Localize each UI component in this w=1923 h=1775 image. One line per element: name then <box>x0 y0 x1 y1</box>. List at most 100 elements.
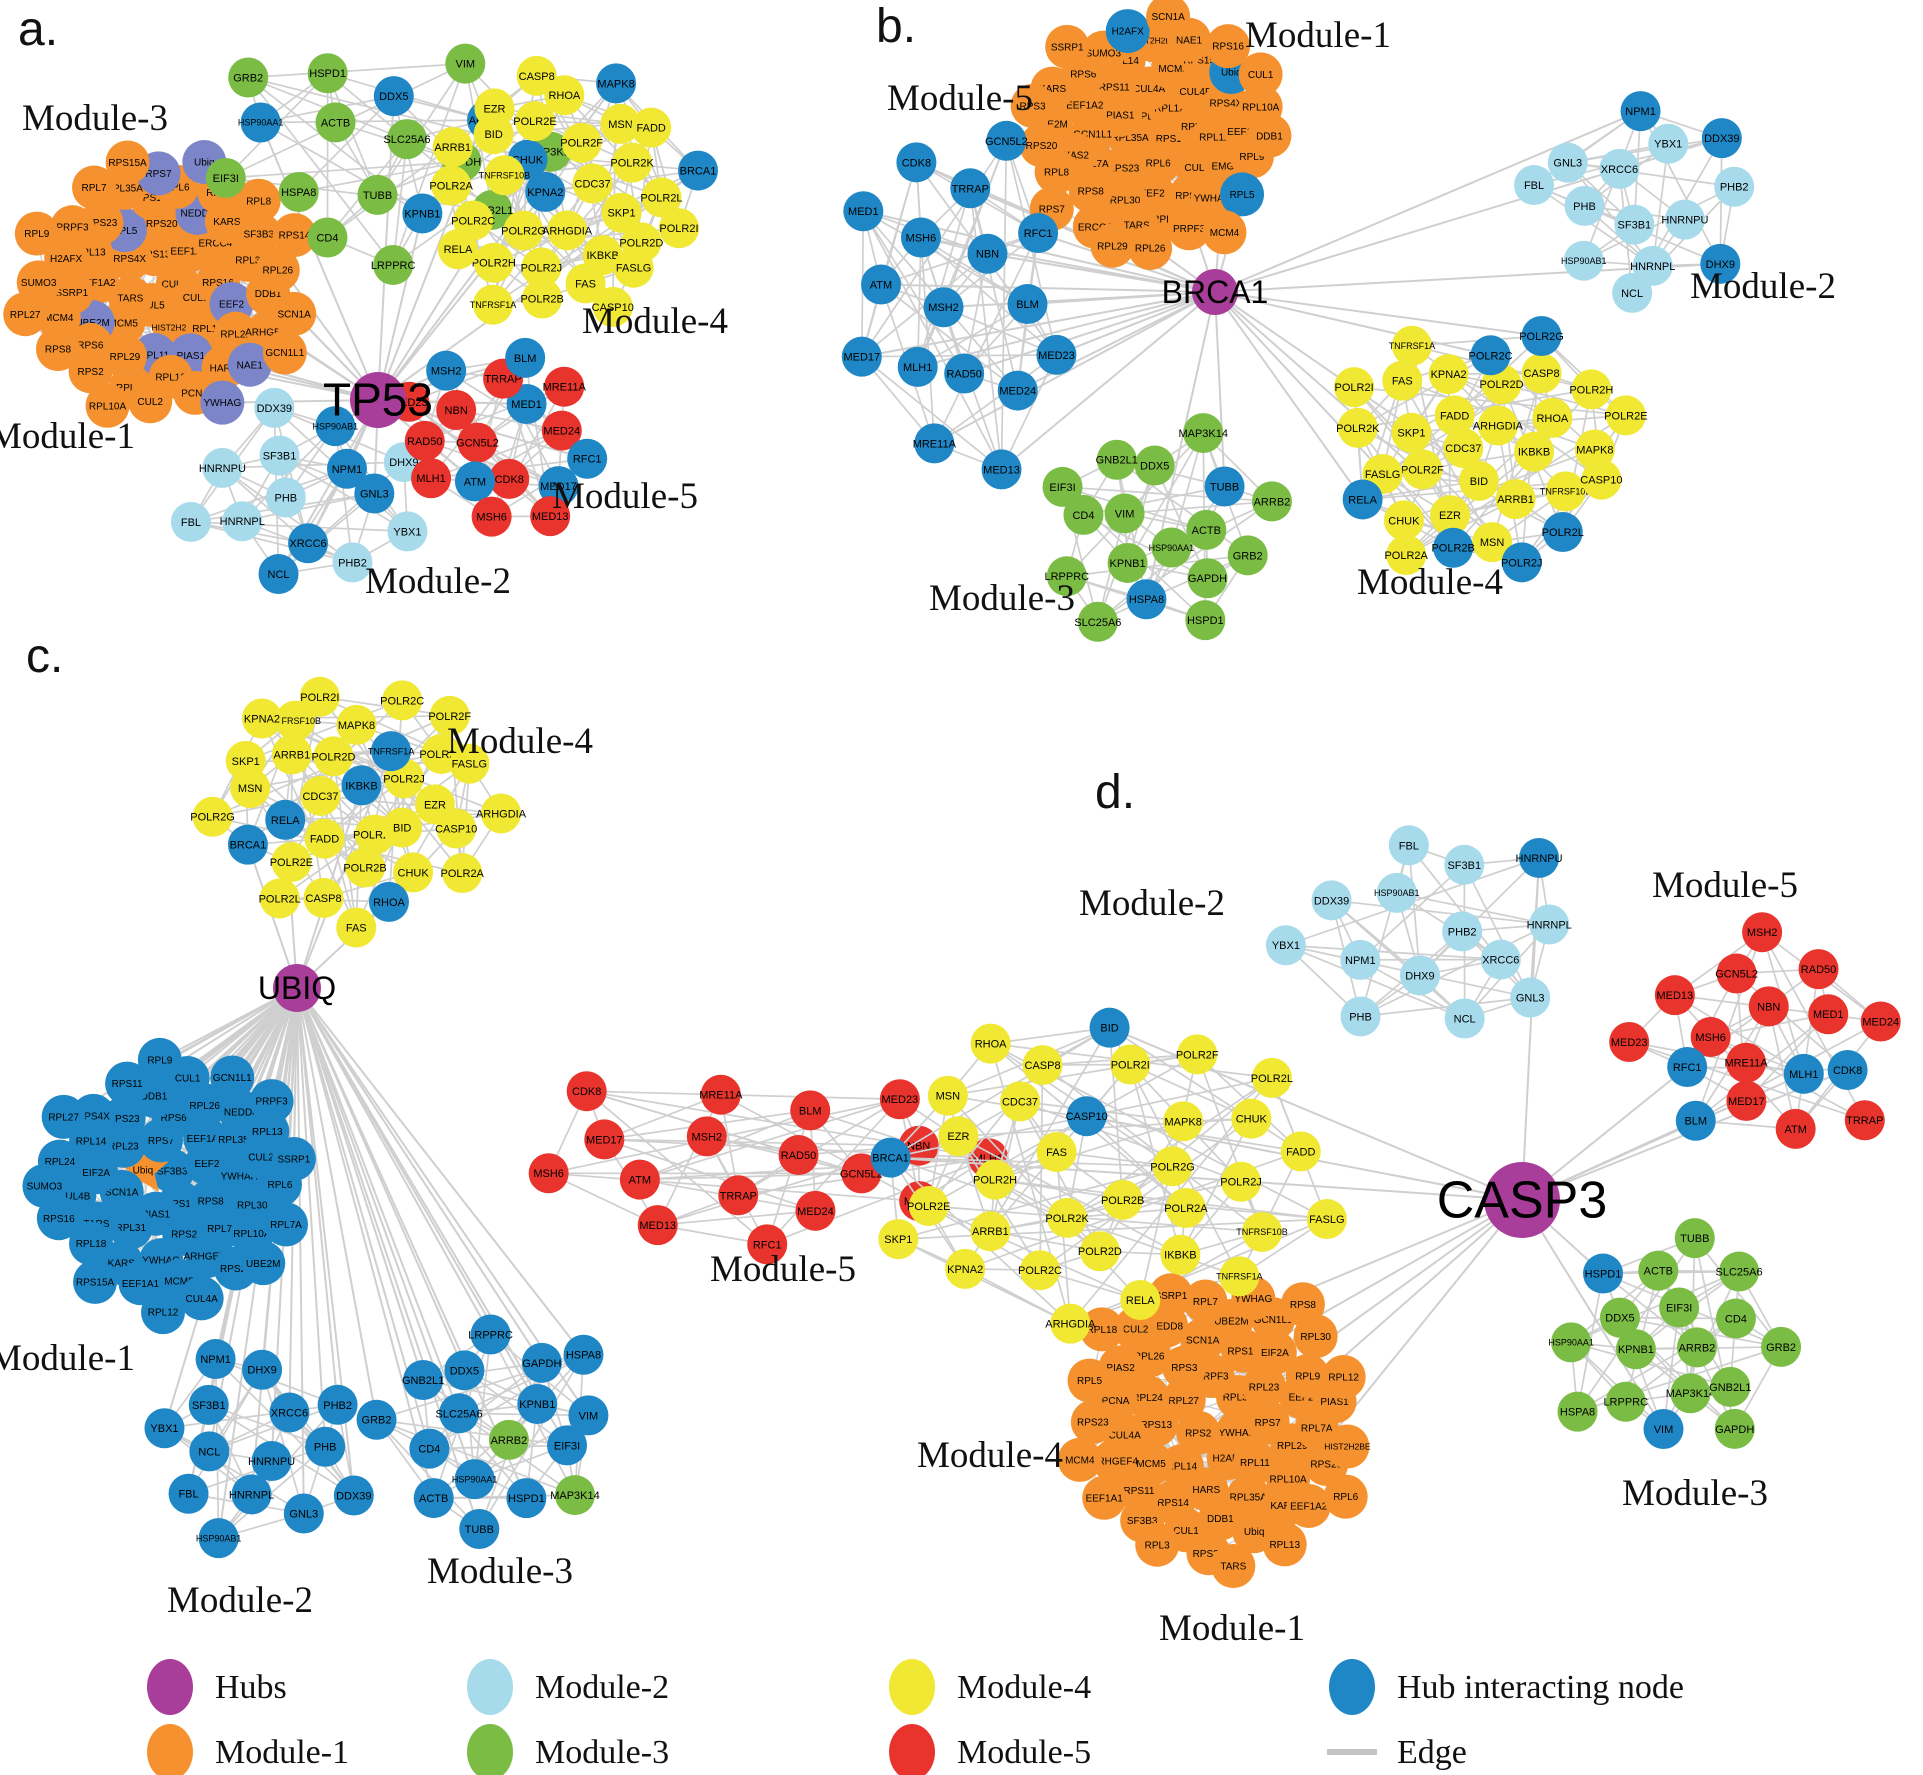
node-HSP90AB1[interactable]: HSP90AB1 <box>1374 872 1420 913</box>
node-ATM[interactable]: ATM <box>454 461 495 502</box>
node-PHB[interactable]: PHB <box>305 1426 346 1467</box>
node-MAP3K14[interactable]: MAP3K14 <box>550 1475 600 1516</box>
node-YBX1[interactable]: YBX1 <box>1265 925 1306 966</box>
node-GNL3[interactable]: GNL3 <box>283 1493 324 1534</box>
node-YWHAG[interactable]: YWHAG <box>200 380 245 425</box>
node-SSRP1[interactable]: SSRP1 <box>271 1136 316 1181</box>
node-MED24[interactable]: MED24 <box>795 1190 836 1231</box>
node-YBX1[interactable]: YBX1 <box>387 511 428 552</box>
node-ARRB2[interactable]: ARRB2 <box>1251 481 1292 522</box>
node-PHB2[interactable]: PHB2 <box>1442 911 1483 952</box>
node-ACTB[interactable]: ACTB <box>413 1478 454 1519</box>
node-FADD[interactable]: FADD <box>304 818 345 859</box>
node-KPNB1[interactable]: KPNB1 <box>402 193 443 234</box>
node-POLR2L[interactable]: POLR2L <box>259 878 301 919</box>
node-NPM1[interactable]: NPM1 <box>1620 91 1661 132</box>
node-MED24[interactable]: MED24 <box>1860 1001 1901 1042</box>
node-FBL[interactable]: FBL <box>1388 825 1429 866</box>
node-NBN[interactable]: NBN <box>967 233 1008 274</box>
node-RPS20[interactable]: RPS20 <box>1019 123 1064 168</box>
node-RPS15A[interactable]: RPS15A <box>105 140 150 185</box>
node-EZR[interactable]: EZR <box>474 88 515 129</box>
node-NCL[interactable]: NCL <box>258 554 299 595</box>
node-HSP90AA1[interactable]: HSP90AA1 <box>238 102 284 143</box>
node-FAS[interactable]: FAS <box>1036 1132 1077 1173</box>
node-CUL4A[interactable]: CUL4A <box>179 1276 224 1321</box>
node-MED17[interactable]: MED17 <box>1726 1080 1767 1121</box>
node-POLR2I[interactable]: POLR2I <box>658 208 699 249</box>
node-CHUK[interactable]: CHUK <box>1231 1098 1272 1139</box>
node-FADD[interactable]: FADD <box>1434 395 1475 436</box>
node-POLR2C[interactable]: POLR2C <box>1018 1250 1062 1291</box>
node-EEF1A2[interactable]: EEF1A2 <box>1286 1483 1331 1528</box>
node-MAPK8[interactable]: MAPK8 <box>1163 1101 1204 1142</box>
node-BLM[interactable]: BLM <box>1007 284 1048 325</box>
node-EEF1A1[interactable]: EEF1A1 <box>1082 1475 1127 1520</box>
node-BLM[interactable]: BLM <box>1675 1100 1716 1141</box>
node-GRB2[interactable]: GRB2 <box>1227 535 1268 576</box>
node-FBL[interactable]: FBL <box>1514 165 1555 206</box>
node-MED13[interactable]: MED13 <box>637 1205 678 1246</box>
node-FAS[interactable]: FAS <box>336 907 377 948</box>
node-GNB2L1[interactable]: GNB2L1 <box>1709 1366 1751 1407</box>
node-RPL3[interactable]: RPL3 <box>1135 1522 1180 1567</box>
node-NCL[interactable]: NCL <box>1444 998 1485 1039</box>
node-CDC37[interactable]: CDC37 <box>300 775 341 816</box>
node-ARRB1[interactable]: ARRB1 <box>432 126 473 167</box>
node-MSH6[interactable]: MSH6 <box>471 496 512 537</box>
node-YBX1[interactable]: YBX1 <box>144 1408 185 1449</box>
node-SKP1[interactable]: SKP1 <box>878 1219 919 1260</box>
hub-BRCA1[interactable]: BRCA1 <box>1162 269 1269 315</box>
node-SUMO3[interactable]: SUMO3 <box>22 1163 67 1208</box>
node-EIF3I[interactable]: EIF3I <box>205 158 246 199</box>
node-MED13[interactable]: MED13 <box>1654 975 1695 1016</box>
node-GNB2L1[interactable]: GNB2L1 <box>402 1359 444 1400</box>
node-VIM[interactable]: VIM <box>568 1395 609 1436</box>
node-ATM[interactable]: ATM <box>860 264 901 305</box>
node-FADD[interactable]: FADD <box>1280 1131 1321 1172</box>
node-SCN1A[interactable]: SCN1A <box>272 291 317 336</box>
node-RHOA[interactable]: RHOA <box>970 1023 1011 1064</box>
node-MED23[interactable]: MED23 <box>1036 334 1077 375</box>
node-NPM1[interactable]: NPM1 <box>195 1339 236 1380</box>
node-MAPK8[interactable]: MAPK8 <box>596 63 637 104</box>
node-DDX39[interactable]: DDX39 <box>1311 880 1352 921</box>
node-LRPPRC[interactable]: LRPPRC <box>371 244 416 285</box>
node-XRCC6[interactable]: XRCC6 <box>288 523 329 564</box>
node-MLH1[interactable]: MLH1 <box>897 346 938 387</box>
node-TRRAP[interactable]: TRRAP <box>718 1175 759 1216</box>
node-MED17[interactable]: MED17 <box>584 1119 625 1160</box>
node-DDX5[interactable]: DDX5 <box>444 1350 485 1391</box>
node-BRCA1[interactable]: BRCA1 <box>227 824 268 865</box>
node-MED23[interactable]: MED23 <box>1609 1021 1650 1062</box>
node-BID[interactable]: BID <box>1089 1007 1130 1048</box>
node-POLR2L[interactable]: POLR2L <box>1251 1057 1293 1098</box>
node-ACTB[interactable]: ACTB <box>1186 509 1227 550</box>
node-SF3B1[interactable]: SF3B1 <box>188 1384 229 1425</box>
node-HSPA8[interactable]: HSPA8 <box>1126 579 1167 620</box>
node-CD4[interactable]: CD4 <box>307 217 348 258</box>
node-MRE11A[interactable]: MRE11A <box>543 366 587 407</box>
node-CDK8[interactable]: CDK8 <box>896 142 937 183</box>
node-EZR[interactable]: EZR <box>938 1116 979 1157</box>
node-CASP8[interactable]: CASP8 <box>1521 353 1562 394</box>
node-XRCC6[interactable]: XRCC6 <box>1599 148 1640 189</box>
node-BLM[interactable]: BLM <box>790 1090 831 1131</box>
node-HSPD1[interactable]: HSPD1 <box>307 53 348 94</box>
node-NCL[interactable]: NCL <box>1612 272 1653 313</box>
node-CD4[interactable]: CD4 <box>1715 1298 1756 1339</box>
node-BRCA1[interactable]: BRCA1 <box>870 1137 911 1178</box>
node-BID[interactable]: BID <box>382 807 423 848</box>
node-TUBB[interactable]: TUBB <box>1204 466 1245 507</box>
node-CDK8[interactable]: CDK8 <box>489 458 530 499</box>
node-HSP90AB1[interactable]: HSP90AB1 <box>1561 240 1607 281</box>
node-BLM[interactable]: BLM <box>505 337 546 378</box>
node-DDX5[interactable]: DDX5 <box>1599 1297 1640 1338</box>
node-DDX39[interactable]: DDX39 <box>333 1475 374 1516</box>
node-TNFRSF1A[interactable]: TNFRSF1A <box>470 284 517 325</box>
node-RPS15A[interactable]: RPS15A <box>73 1259 118 1304</box>
node-RPS23[interactable]: RPS23 <box>1070 1399 1115 1444</box>
node-POLR2B[interactable]: POLR2B <box>520 278 564 319</box>
node-SLC25A6[interactable]: SLC25A6 <box>1716 1251 1763 1292</box>
node-MRE11A[interactable]: MRE11A <box>913 423 957 464</box>
